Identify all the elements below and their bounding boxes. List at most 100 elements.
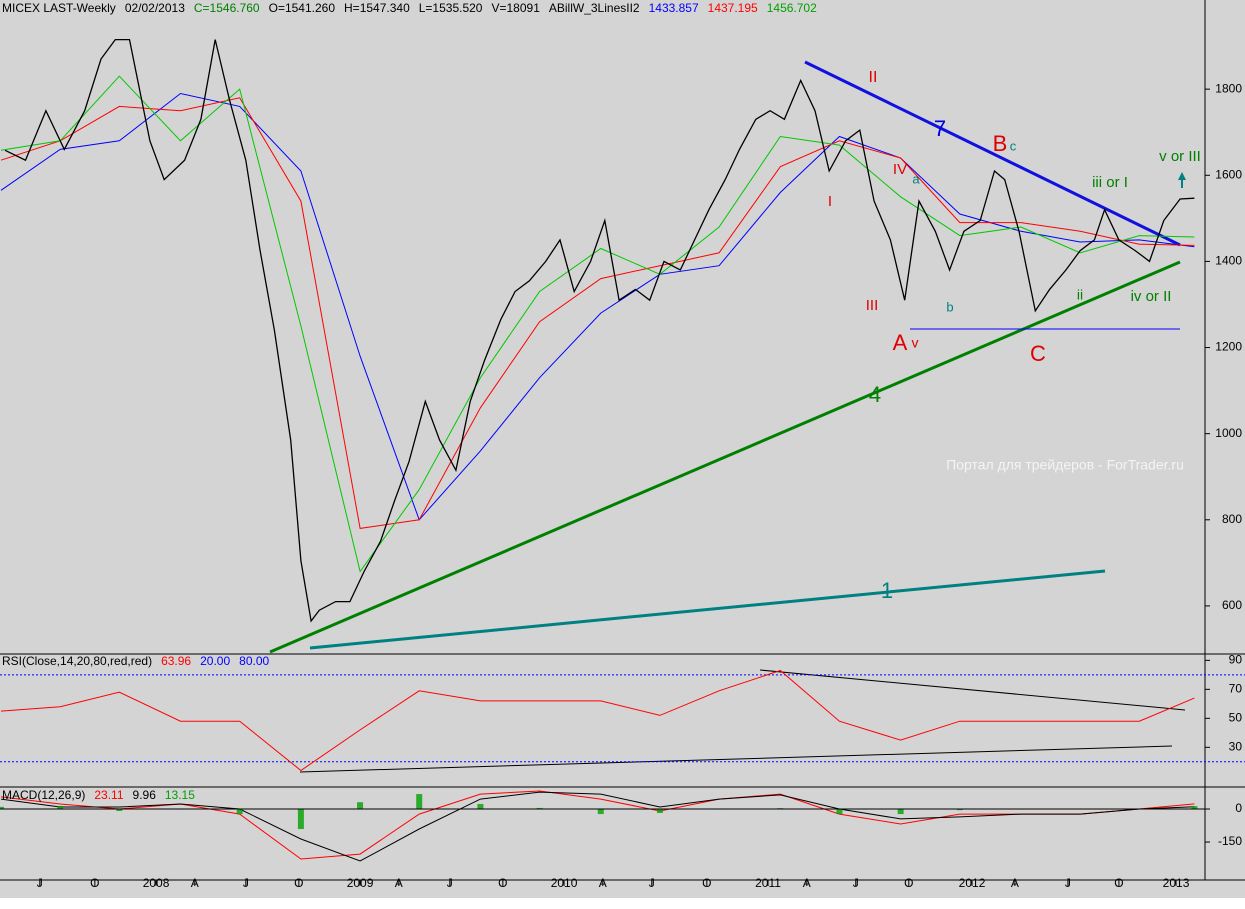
- header-text: ABillW_3LinesII2: [549, 1, 640, 15]
- wave-label: 7: [934, 116, 946, 141]
- trendline: [309, 569, 1106, 650]
- watermark: Портал для трейдеров - ForTrader.ru: [946, 457, 1184, 473]
- rsi-trendline: [299, 745, 1173, 773]
- header-text: 20.00: [200, 654, 230, 668]
- x-tick-label: J: [37, 876, 43, 890]
- moving-average: [0, 75, 1195, 573]
- y-tick-label: 30: [1229, 739, 1243, 753]
- histogram-bar: [416, 794, 423, 810]
- wave-label: I: [828, 193, 832, 210]
- header-text: 1433.857: [649, 1, 699, 15]
- wave-label: v: [912, 335, 919, 351]
- histogram-bar: [297, 809, 304, 830]
- y-tick-label: 1400: [1215, 254, 1242, 268]
- header-text: H=1547.340: [344, 1, 410, 15]
- header-text: 23.11: [94, 788, 123, 802]
- indicator-line: [0, 790, 1195, 860]
- header-text: 9.96: [133, 788, 157, 802]
- indicator-line: [0, 669, 1195, 772]
- header-text: 80.00: [239, 654, 269, 668]
- histogram-bar: [357, 802, 364, 810]
- y-tick-label: 1600: [1215, 167, 1242, 181]
- histogram-bar: [897, 809, 904, 815]
- x-tick-label: J: [447, 876, 453, 890]
- header-text: 02/02/2013: [125, 1, 185, 15]
- histogram-bar: [57, 805, 64, 810]
- x-tick-label: A: [803, 876, 811, 890]
- y-tick-label: 1000: [1215, 426, 1242, 440]
- x-tick-label: J: [853, 876, 859, 890]
- header-text: C=1546.760: [194, 1, 260, 15]
- x-tick-label: 2012: [959, 876, 986, 890]
- x-tick-label: A: [191, 876, 199, 890]
- y-tick-label: 50: [1229, 710, 1243, 724]
- histogram-bar: [956, 809, 963, 811]
- wave-label: C: [1030, 341, 1046, 366]
- header-text: RSI(Close,14,20,80,red,red): [2, 654, 152, 668]
- header-text: 1437.195: [708, 1, 758, 15]
- x-tick-label: A: [1011, 876, 1019, 890]
- moving-average: [0, 97, 1195, 529]
- x-tick-label: 2010: [551, 876, 578, 890]
- x-tick-label: O: [90, 876, 99, 890]
- wave-label: B: [993, 131, 1008, 156]
- header-text: 13.15: [165, 788, 195, 802]
- histogram-bar: [536, 807, 543, 810]
- wave-label: 4: [869, 382, 881, 407]
- wave-label: IV: [893, 161, 907, 178]
- histogram-bar: [597, 809, 604, 815]
- x-tick-label: J: [649, 876, 655, 890]
- header-text: MICEX LAST-Weekly: [2, 1, 116, 15]
- wave-label: a: [912, 171, 920, 186]
- header-text: MACD(12,26,9): [2, 788, 85, 802]
- histogram-bar: [477, 803, 484, 810]
- header-text: L=1535.520: [419, 1, 483, 15]
- x-tick-label: 2013: [1163, 876, 1190, 890]
- x-tick-label: A: [599, 876, 607, 890]
- wave-label: iv or II: [1131, 288, 1172, 305]
- histogram-bar: [0, 806, 5, 810]
- wave-label: 1: [881, 578, 893, 603]
- wave-label: v or III: [1159, 148, 1201, 165]
- x-tick-label: O: [702, 876, 711, 890]
- histogram-bar: [656, 809, 663, 813]
- histogram-bar: [1191, 806, 1198, 810]
- histogram-bar: [236, 809, 243, 815]
- histogram-bar: [116, 809, 123, 812]
- y-tick-label: 90: [1229, 653, 1243, 667]
- y-tick-label: -150: [1218, 834, 1242, 848]
- y-tick-label: 1800: [1215, 81, 1242, 95]
- y-tick-label: 1200: [1215, 340, 1242, 354]
- header-text: 63.96: [161, 654, 191, 668]
- price-line: [4, 38, 1195, 623]
- y-tick-label: 70: [1229, 682, 1243, 696]
- x-tick-label: O: [294, 876, 303, 890]
- moving-average: [0, 92, 1195, 521]
- wave-label: A: [893, 330, 908, 355]
- wave-label: b: [946, 299, 953, 314]
- header-text: 1456.702: [767, 1, 817, 15]
- wave-label: c: [1010, 138, 1017, 153]
- x-tick-label: 2011: [755, 876, 781, 890]
- header-text: O=1541.260: [269, 1, 336, 15]
- wave-label: ii: [1077, 287, 1083, 303]
- wave-label: II: [869, 69, 878, 86]
- wave-label: iii or I: [1092, 174, 1128, 191]
- x-tick-label: 2009: [347, 876, 374, 890]
- header-text: V=18091: [491, 1, 540, 15]
- wave-label: III: [866, 297, 879, 314]
- x-tick-label: O: [498, 876, 507, 890]
- x-tick-label: A: [395, 876, 403, 890]
- x-tick-label: O: [1114, 876, 1123, 890]
- x-tick-label: 2008: [143, 876, 170, 890]
- x-tick-label: O: [904, 876, 913, 890]
- y-tick-label: 800: [1222, 512, 1242, 526]
- x-tick-label: J: [1065, 876, 1071, 890]
- rsi-trendline: [759, 669, 1186, 711]
- arrow-up: [1178, 172, 1186, 188]
- trendline: [269, 260, 1181, 654]
- indicator-line: [0, 791, 1195, 862]
- y-tick-label: 600: [1222, 598, 1242, 612]
